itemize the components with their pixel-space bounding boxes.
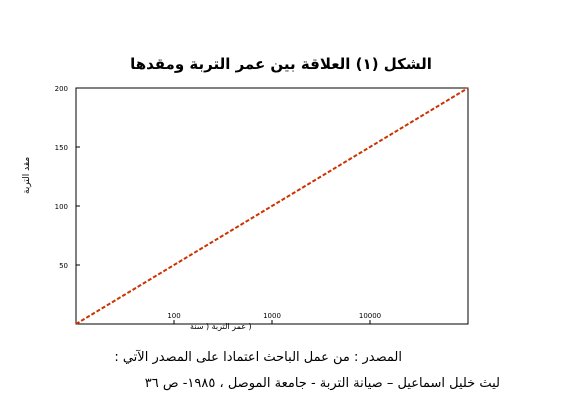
y-tick-label: 100	[55, 203, 68, 211]
series-line	[75, 87, 469, 325]
x-tick-label: 1000	[263, 312, 281, 320]
x-tick-label: 100	[167, 312, 180, 320]
source-line-1: المصدر : من عمل الباحث اعتمادا على المصد…	[114, 350, 402, 365]
series-layer	[75, 87, 469, 325]
y-axis-label-box: مقد التربة	[4, 140, 50, 196]
y-tick-label: 200	[55, 85, 68, 93]
y-tick-label: 150	[55, 144, 68, 152]
x-axis: 100 1000 10000	[167, 312, 381, 324]
x-axis-label: ( عمر التربة ( سنة	[190, 322, 252, 331]
y-tick-label: 50	[59, 262, 68, 270]
y-axis-label: مقد التربة	[22, 156, 32, 194]
source-line-2: ليث خليل اسماعيل – صيانة التربة - جامعة …	[144, 376, 500, 391]
chart-title: الشكل (١) العلاقة بين عمر التربة ومقدها	[130, 55, 432, 73]
x-tick-label: 10000	[359, 312, 381, 320]
y-axis: 50 100 150 200	[55, 85, 80, 270]
